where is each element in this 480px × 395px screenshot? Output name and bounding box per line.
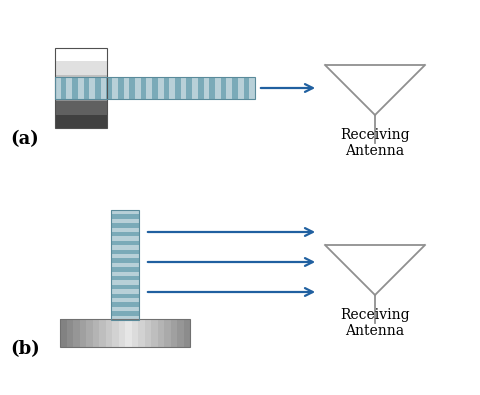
Bar (119, 319, 125, 347)
Bar (152, 77, 158, 99)
Bar (186, 77, 192, 99)
Bar (192, 77, 198, 99)
Bar (209, 77, 215, 99)
Bar (111, 280, 139, 285)
Bar (221, 77, 227, 99)
Bar (175, 77, 180, 99)
Bar (243, 77, 249, 99)
Bar (111, 316, 139, 320)
Bar (111, 210, 139, 320)
Bar (66, 77, 72, 99)
Bar (111, 298, 139, 303)
Bar (112, 319, 119, 347)
Bar (111, 303, 139, 307)
Bar (111, 293, 139, 298)
Bar (123, 77, 129, 99)
Bar (198, 77, 204, 99)
Bar (180, 77, 186, 99)
Bar (111, 228, 139, 232)
Bar (111, 236, 139, 241)
Bar (111, 254, 139, 258)
Bar (111, 241, 139, 245)
Bar (111, 285, 139, 289)
Bar (118, 77, 123, 99)
Bar (111, 311, 139, 316)
Bar (93, 319, 99, 347)
Bar (95, 77, 101, 99)
Bar (111, 272, 139, 276)
Bar (151, 319, 157, 347)
Bar (164, 77, 169, 99)
Bar (125, 319, 132, 347)
Bar (55, 77, 255, 99)
Bar (55, 75, 107, 88)
Bar (111, 276, 139, 280)
Bar (144, 319, 151, 347)
Bar (169, 77, 175, 99)
Bar (111, 307, 139, 311)
Bar (111, 210, 139, 320)
Bar (111, 219, 139, 223)
Bar (170, 319, 177, 347)
Bar (215, 77, 221, 99)
Bar (78, 77, 84, 99)
Bar (141, 77, 146, 99)
Bar (60, 77, 66, 99)
Bar (111, 210, 139, 214)
Bar (101, 77, 107, 99)
Bar (204, 77, 209, 99)
Bar (138, 319, 144, 347)
Bar (249, 77, 255, 99)
Bar (183, 319, 190, 347)
Bar (55, 102, 107, 115)
Bar (146, 77, 152, 99)
Bar (86, 319, 93, 347)
Bar (55, 48, 107, 128)
Bar (106, 319, 112, 347)
Bar (89, 77, 95, 99)
Bar (55, 61, 107, 75)
Bar (157, 319, 164, 347)
Bar (111, 263, 139, 267)
Text: Receiving
Antenna: Receiving Antenna (340, 308, 410, 338)
Bar (232, 77, 238, 99)
Bar (55, 48, 107, 61)
Bar (132, 319, 138, 347)
Text: Receiving
Antenna: Receiving Antenna (340, 128, 410, 158)
Bar (111, 289, 139, 293)
Bar (107, 77, 112, 99)
Bar (55, 88, 107, 102)
Bar (111, 232, 139, 236)
Bar (111, 250, 139, 254)
Text: (b): (b) (10, 340, 40, 358)
Bar (111, 258, 139, 263)
Bar (55, 77, 60, 99)
Bar (111, 223, 139, 228)
Bar (55, 115, 107, 128)
Bar (164, 319, 170, 347)
Bar (111, 245, 139, 250)
Bar (129, 77, 135, 99)
Bar (177, 319, 183, 347)
Bar (111, 214, 139, 219)
Bar (80, 319, 86, 347)
Bar (135, 77, 141, 99)
Bar (111, 267, 139, 272)
Bar (238, 77, 243, 99)
Bar (60, 319, 190, 347)
Bar (99, 319, 106, 347)
Bar (67, 319, 73, 347)
Text: (a): (a) (10, 130, 39, 148)
Bar (73, 319, 80, 347)
Bar (84, 77, 89, 99)
Bar (72, 77, 78, 99)
Bar (55, 77, 255, 99)
Bar (158, 77, 164, 99)
Bar (112, 77, 118, 99)
Bar (227, 77, 232, 99)
Bar (60, 319, 67, 347)
